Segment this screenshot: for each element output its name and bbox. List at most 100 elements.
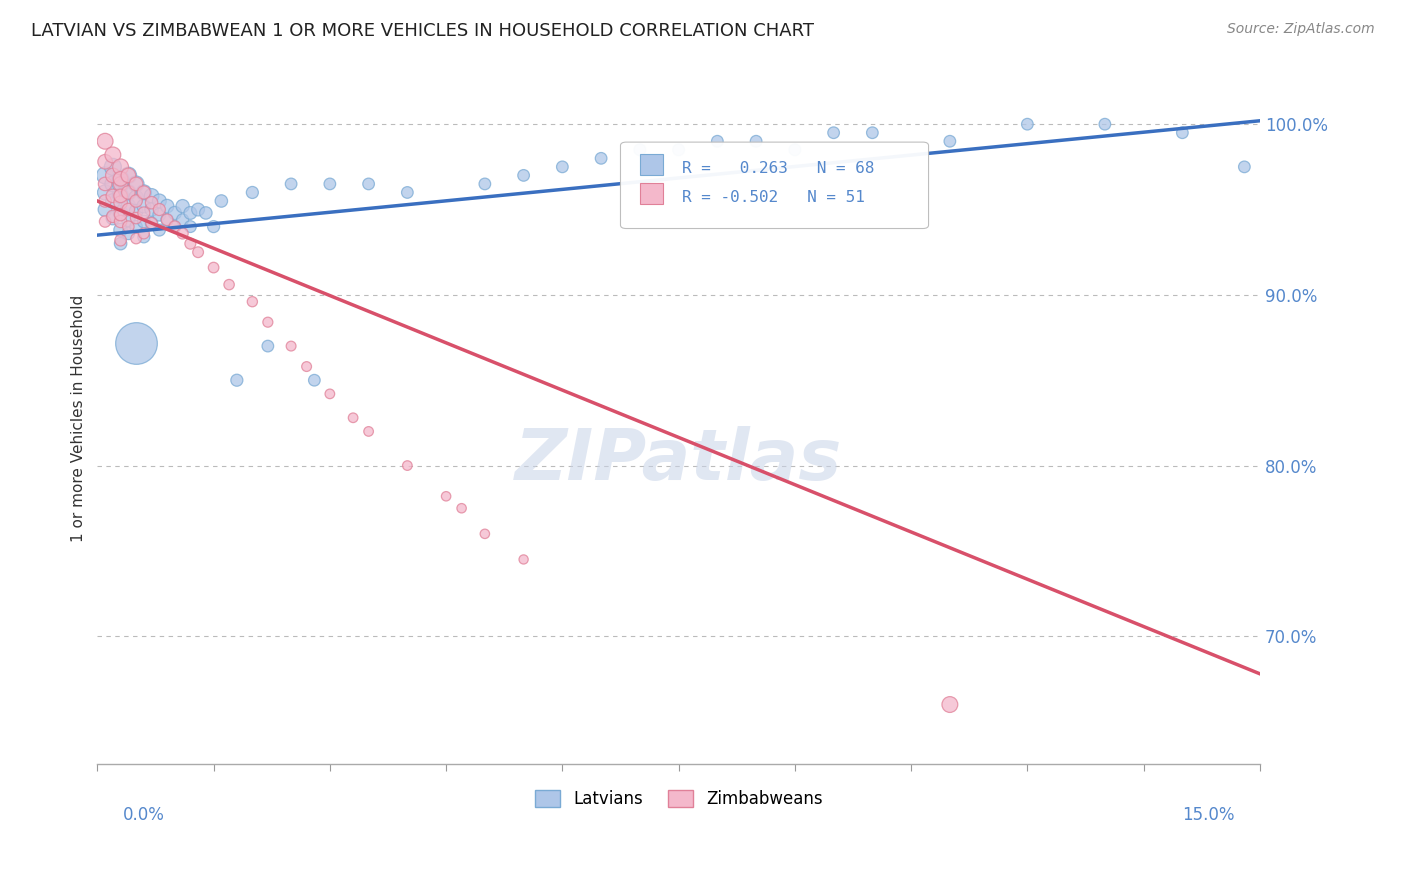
Point [187,245,209,260]
Point [179,219,201,234]
Point [101,160,124,174]
Point [101,210,124,224]
Point [125,194,148,208]
Legend: Latvians, Zimbabweans: Latvians, Zimbabweans [527,783,830,814]
Point [1017,117,1039,131]
Point [396,458,419,473]
Text: LATVIAN VS ZIMBABWEAN 1 OR MORE VEHICLES IN HOUSEHOLD CORRELATION CHART: LATVIAN VS ZIMBABWEAN 1 OR MORE VEHICLES… [31,22,814,40]
Point [218,277,240,292]
Point [117,186,139,200]
Point [148,223,170,237]
Point [319,387,342,401]
Point [132,214,155,228]
Point [94,169,117,183]
Point [110,189,132,203]
Point [148,194,170,208]
Point [1094,117,1116,131]
Point [110,223,132,237]
Point [132,186,155,200]
Point [551,160,574,174]
Point [172,212,194,227]
Point [257,339,280,353]
Point [225,373,247,387]
Point [117,202,139,217]
Point [117,186,139,200]
Point [125,231,148,245]
Point [117,169,139,183]
Text: 0.0%: 0.0% [122,805,165,823]
Point [125,177,148,191]
Point [110,208,132,222]
Point [434,489,457,503]
Point [94,177,117,191]
Point [148,202,170,217]
Point [163,219,186,234]
Point [110,171,132,186]
Point [668,143,690,157]
Point [187,202,209,217]
Point [396,186,419,200]
Point [141,216,163,230]
Point [132,227,155,241]
Point [141,195,163,210]
Point [706,134,728,148]
Point [117,169,139,183]
FancyBboxPatch shape [640,183,664,203]
Point [110,233,132,247]
Point [125,219,148,234]
Point [132,206,155,220]
Point [141,202,163,217]
Point [163,206,186,220]
Point [101,194,124,208]
Point [860,126,883,140]
Point [94,194,117,208]
FancyBboxPatch shape [640,153,664,175]
Point [179,236,201,251]
Point [125,204,148,219]
Point [280,177,302,191]
Point [101,169,124,183]
Point [117,212,139,227]
Point [125,335,148,350]
Point [1233,160,1256,174]
Point [304,373,326,387]
Point [132,199,155,213]
Point [110,160,132,174]
Text: R = -0.502   N = 51: R = -0.502 N = 51 [682,190,865,205]
Point [1171,126,1194,140]
Text: ZIPatlas: ZIPatlas [515,425,842,494]
Point [110,206,132,220]
Point [628,143,651,157]
Point [94,202,117,217]
Point [110,177,132,191]
Point [110,177,132,191]
Point [94,134,117,148]
Text: 15.0%: 15.0% [1182,805,1234,823]
Point [156,199,179,213]
Point [156,212,179,227]
Point [474,526,496,541]
Point [823,126,845,140]
Point [94,214,117,228]
Point [141,189,163,203]
Point [280,339,302,353]
Point [240,186,263,200]
Point [342,410,364,425]
Point [101,177,124,191]
Point [202,260,225,275]
Point [101,189,124,203]
Point [319,177,342,191]
Text: Source: ZipAtlas.com: Source: ZipAtlas.com [1227,22,1375,37]
Point [132,230,155,244]
Point [141,216,163,230]
Point [179,206,201,220]
Point [357,425,380,439]
Point [194,206,217,220]
Point [783,143,806,157]
Point [939,134,962,148]
Point [357,177,380,191]
Point [110,171,132,186]
Point [295,359,318,374]
Point [512,552,534,566]
Point [117,219,139,234]
